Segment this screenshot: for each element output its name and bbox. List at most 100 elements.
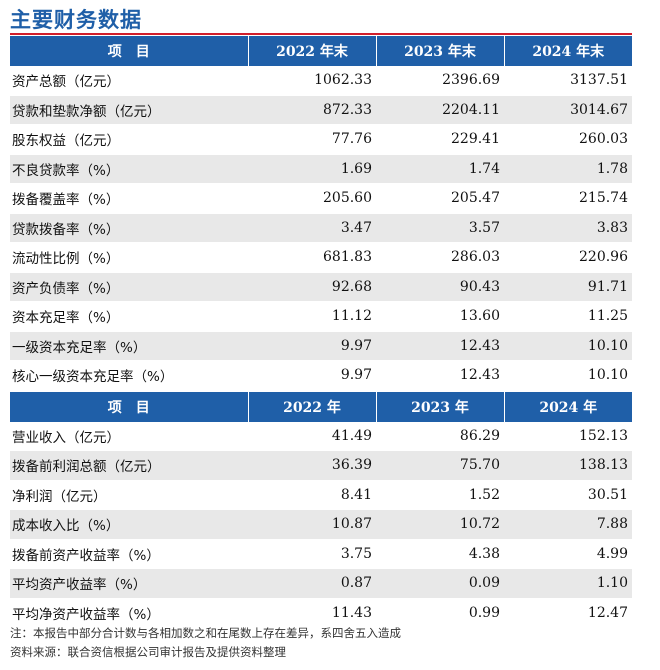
- cell-value: 12.43: [376, 331, 504, 361]
- cell-value: 0.09: [376, 568, 504, 599]
- cell-value: 10.87: [248, 509, 376, 540]
- column-header: 2022 年末: [247, 36, 376, 66]
- table-header-row: 项 目 2022 年 2023 年 2024 年: [10, 389, 632, 422]
- cell-value: 92.68: [248, 272, 376, 302]
- row-label: 贷款拨备率（%）: [10, 213, 248, 243]
- cell-value: 10.72: [376, 509, 504, 540]
- row-label: 贷款和垫款净额（亿元）: [10, 95, 248, 125]
- cell-value: 1062.33: [248, 66, 376, 96]
- table-row: 拨备覆盖率（%） 205.60 205.47 215.74: [10, 183, 632, 214]
- cell-value: 4.99: [504, 539, 632, 569]
- cell-value: 3.57: [376, 213, 504, 243]
- row-label: 拨备前资产收益率（%）: [10, 539, 248, 569]
- cell-value: 205.60: [248, 183, 376, 214]
- table-row: 核心一级资本充足率（%） 9.97 12.43 10.10: [10, 360, 632, 391]
- cell-value: 36.39: [248, 450, 376, 481]
- table-header-row: 项 目 2022 年末 2023 年末 2024 年末: [10, 36, 632, 66]
- table-row: 资本充足率（%） 11.12 13.60 11.25: [10, 301, 632, 332]
- table-row: 平均净资产收益率（%） 11.43 0.99 12.47: [10, 598, 632, 628]
- cell-value: 41.49: [248, 421, 376, 451]
- cell-value: 1.78: [504, 154, 632, 184]
- source-note: 资料来源：联合资信根据公司审计报告及提供资料整理: [10, 645, 286, 659]
- row-label: 平均资产收益率（%）: [10, 568, 248, 599]
- title-divider: [10, 33, 632, 35]
- table-row: 资产总额（亿元） 1062.33 2396.69 3137.51: [10, 66, 632, 96]
- cell-value: 11.43: [248, 598, 376, 628]
- cell-value: 91.71: [504, 272, 632, 302]
- cell-value: 77.76: [248, 124, 376, 155]
- cell-value: 90.43: [376, 272, 504, 302]
- cell-value: 872.33: [248, 95, 376, 125]
- table-row: 股东权益（亿元） 77.76 229.41 260.03: [10, 124, 632, 155]
- column-header: 2023 年末: [375, 36, 504, 66]
- cell-value: 2396.69: [376, 66, 504, 96]
- cell-value: 10.10: [504, 360, 632, 391]
- cell-value: 3014.67: [504, 95, 632, 125]
- row-label: 一级资本充足率（%）: [10, 331, 248, 361]
- column-header: 2024 年: [503, 389, 632, 422]
- cell-value: 8.41: [248, 480, 376, 510]
- cell-value: 138.13: [504, 450, 632, 481]
- row-label: 股东权益（亿元）: [10, 124, 248, 155]
- cell-value: 75.70: [376, 450, 504, 481]
- row-label: 资本充足率（%）: [10, 301, 248, 332]
- row-label: 拨备前利润总额（亿元）: [10, 450, 248, 481]
- cell-value: 0.99: [376, 598, 504, 628]
- cell-value: 2204.11: [376, 95, 504, 125]
- row-label: 平均净资产收益率（%）: [10, 598, 248, 628]
- financial-table: 项 目 2022 年末 2023 年末 2024 年末 资产总额（亿元） 1062.33 2…: [10, 36, 632, 628]
- cell-value: 0.87: [248, 568, 376, 599]
- cell-value: 1.74: [376, 154, 504, 184]
- column-header: 2023 年: [375, 389, 504, 422]
- row-label: 净利润（亿元）: [10, 480, 248, 510]
- table-row: 贷款和垫款净额（亿元） 872.33 2204.11 3014.67: [10, 95, 632, 125]
- cell-value: 11.25: [504, 301, 632, 332]
- table-row: 成本收入比（%） 10.87 10.72 7.88: [10, 509, 632, 540]
- cell-value: 13.60: [376, 301, 504, 332]
- row-label: 不良贷款率（%）: [10, 154, 248, 184]
- row-label: 营业收入（亿元）: [10, 421, 248, 451]
- cell-value: 220.96: [504, 242, 632, 273]
- footnote: 注：本报告中部分合计数与各相加数之和在尾数上存在差异，系四舍五入造成: [10, 626, 401, 640]
- cell-value: 681.83: [248, 242, 376, 273]
- cell-value: 12.47: [504, 598, 632, 628]
- cell-value: 9.97: [248, 360, 376, 391]
- cell-value: 7.88: [504, 509, 632, 540]
- cell-value: 215.74: [504, 183, 632, 214]
- table-row: 营业收入（亿元） 41.49 86.29 152.13: [10, 421, 632, 451]
- table-row: 流动性比例（%） 681.83 286.03 220.96: [10, 242, 632, 273]
- cell-value: 205.47: [376, 183, 504, 214]
- page-title: 主要财务数据: [10, 8, 142, 32]
- row-label: 核心一级资本充足率（%）: [10, 360, 248, 391]
- cell-value: 3.83: [504, 213, 632, 243]
- column-header: 2022 年: [247, 389, 376, 422]
- cell-value: 3.47: [248, 213, 376, 243]
- cell-value: 11.12: [248, 301, 376, 332]
- cell-value: 4.38: [376, 539, 504, 569]
- table-row: 净利润（亿元） 8.41 1.52 30.51: [10, 480, 632, 510]
- cell-value: 1.10: [504, 568, 632, 599]
- row-label: 拨备覆盖率（%）: [10, 183, 248, 214]
- column-header: 2024 年末: [503, 36, 632, 66]
- cell-value: 9.97: [248, 331, 376, 361]
- column-header: 项 目: [10, 36, 248, 66]
- table-row: 不良贷款率（%） 1.69 1.74 1.78: [10, 154, 632, 184]
- cell-value: 286.03: [376, 242, 504, 273]
- row-label: 资产负债率（%）: [10, 272, 248, 302]
- cell-value: 12.43: [376, 360, 504, 391]
- notes: 注：本报告中部分合计数与各相加数之和在尾数上存在差异，系四舍五入造成 资料来源：…: [10, 624, 401, 662]
- cell-value: 10.10: [504, 331, 632, 361]
- cell-value: 1.69: [248, 154, 376, 184]
- table-row: 一级资本充足率（%） 9.97 12.43 10.10: [10, 331, 632, 361]
- row-label: 流动性比例（%）: [10, 242, 248, 273]
- table-row: 贷款拨备率（%） 3.47 3.57 3.83: [10, 213, 632, 243]
- column-header: 项 目: [10, 389, 248, 422]
- table-row: 资产负债率（%） 92.68 90.43 91.71: [10, 272, 632, 302]
- table-row: 拨备前资产收益率（%） 3.75 4.38 4.99: [10, 539, 632, 569]
- cell-value: 1.52: [376, 480, 504, 510]
- cell-value: 260.03: [504, 124, 632, 155]
- cell-value: 229.41: [376, 124, 504, 155]
- cell-value: 152.13: [504, 421, 632, 451]
- financial-table-body: 项 目 2022 年末 2023 年末 2024 年末 资产总额（亿元） 1062.33 2…: [10, 36, 632, 628]
